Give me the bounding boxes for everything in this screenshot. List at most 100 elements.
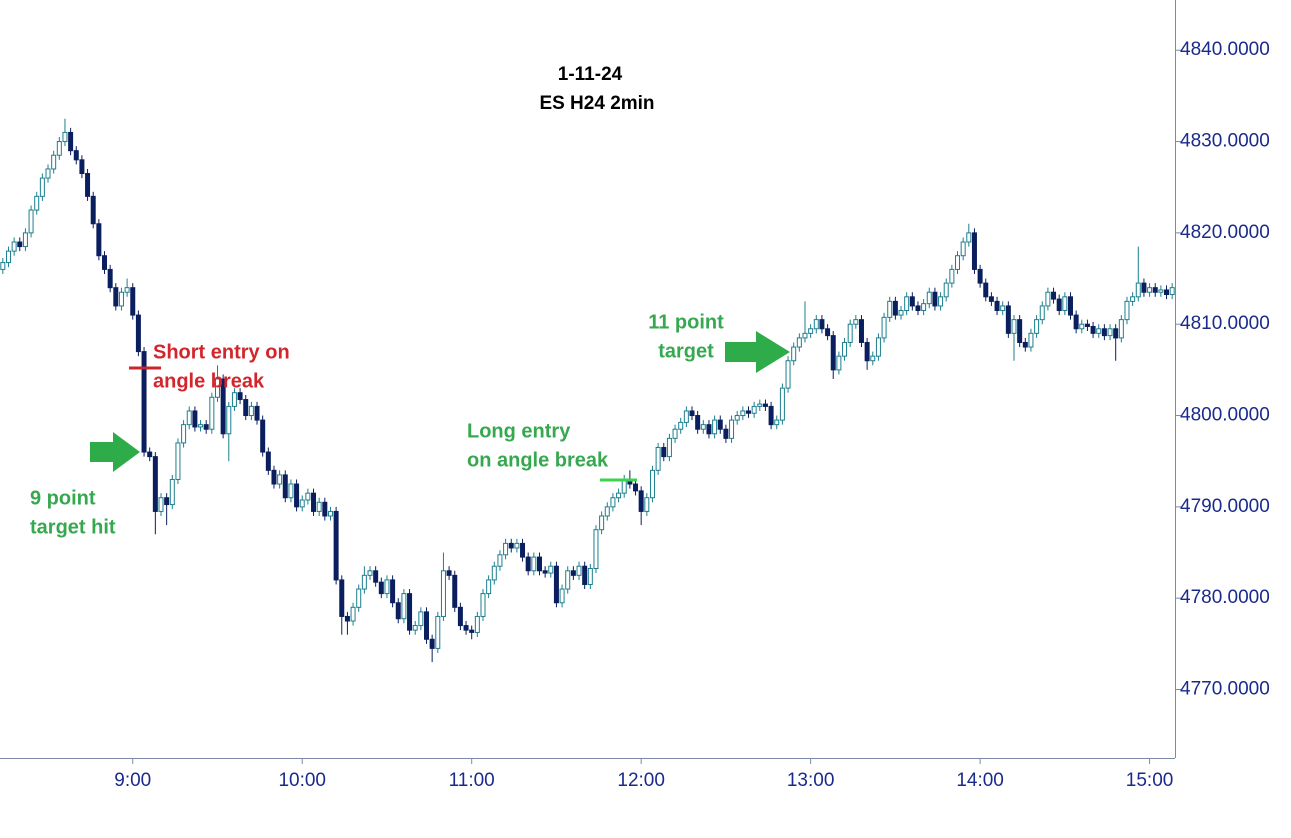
candle-body xyxy=(282,474,288,499)
candle-body xyxy=(553,565,559,604)
candle-body xyxy=(621,478,627,494)
candle-body xyxy=(260,419,266,453)
candle-body xyxy=(1073,314,1079,330)
candle-body xyxy=(842,341,848,357)
candle-body xyxy=(604,506,610,517)
title: 1-11-24 xyxy=(558,64,623,85)
candle-body xyxy=(977,268,983,284)
candle-body xyxy=(480,593,486,617)
annotation: Short entry on xyxy=(153,341,290,363)
candle-body xyxy=(762,403,768,407)
candle-body xyxy=(875,337,881,357)
candle-body xyxy=(1011,319,1017,334)
candle-body xyxy=(135,314,141,353)
annotation: angle break xyxy=(153,370,265,392)
candle-body xyxy=(1084,323,1090,327)
candle-body xyxy=(559,588,565,604)
candle-body xyxy=(34,195,40,211)
candle-body xyxy=(339,579,345,617)
candle-body xyxy=(203,424,209,430)
candle-body xyxy=(316,501,322,512)
candle-body xyxy=(898,310,904,316)
candle-body xyxy=(130,287,136,316)
candle-body xyxy=(457,606,463,627)
y-tick-label: 4830.0000 xyxy=(1180,131,1270,152)
candle-body xyxy=(706,424,712,435)
annotation: 11 point xyxy=(648,311,724,333)
candle-body xyxy=(587,568,593,585)
candle-body xyxy=(62,131,68,143)
candle-body xyxy=(305,492,311,501)
candle-body xyxy=(28,209,34,234)
candle-body xyxy=(751,405,757,414)
candle-body xyxy=(175,442,181,480)
candle-body xyxy=(830,335,836,371)
candle-body xyxy=(424,611,430,640)
candle-body xyxy=(68,131,74,152)
candle-body xyxy=(988,296,994,302)
candle-body xyxy=(689,410,695,417)
candle-body xyxy=(740,410,746,417)
candle-body xyxy=(1034,319,1040,334)
candle-body xyxy=(474,615,480,633)
candle-body xyxy=(390,579,396,604)
candle-body xyxy=(158,497,164,512)
candle-body xyxy=(723,428,729,439)
candle-body xyxy=(237,392,243,401)
candle-body xyxy=(1000,305,1006,312)
candle-body xyxy=(960,241,966,257)
candle-body xyxy=(774,419,780,426)
candle-body xyxy=(712,419,718,435)
candle-body xyxy=(825,328,831,337)
candle-body xyxy=(1164,289,1170,296)
candle-body xyxy=(395,602,401,620)
candle-body xyxy=(186,410,192,426)
candle-body xyxy=(644,497,650,512)
candle-body xyxy=(469,629,475,633)
candle-body xyxy=(1079,323,1085,330)
candle-body xyxy=(288,483,294,499)
candle-body xyxy=(661,446,667,458)
candle-body xyxy=(209,396,215,430)
candle-body xyxy=(446,570,452,576)
candle-body xyxy=(1039,305,1045,321)
candle-body xyxy=(356,588,362,608)
y-tick-label: 4780.0000 xyxy=(1180,587,1270,608)
candle-body xyxy=(17,241,23,248)
candle-body xyxy=(463,625,469,631)
candle-body xyxy=(265,451,271,471)
x-tick-label: 14:00 xyxy=(956,770,1004,791)
candle-body xyxy=(102,255,108,270)
candle-body xyxy=(864,341,870,362)
candle-body xyxy=(73,150,79,161)
candle-body xyxy=(367,570,373,576)
candle-body xyxy=(1101,328,1107,337)
candle-body xyxy=(757,403,763,407)
candle-body xyxy=(169,478,175,506)
candle-body xyxy=(796,337,802,348)
candle-body xyxy=(497,554,503,567)
y-tick-label: 4800.0000 xyxy=(1180,405,1270,426)
candle-body xyxy=(683,410,689,423)
candle-body xyxy=(610,497,616,508)
candle-body xyxy=(412,625,418,631)
candle-body xyxy=(181,424,187,444)
x-tick-label: 11:00 xyxy=(449,770,495,791)
candle-body xyxy=(1090,325,1096,334)
candle-body xyxy=(254,405,260,421)
candle-body xyxy=(503,542,509,556)
candle-body xyxy=(870,355,876,362)
candle-body xyxy=(966,232,972,243)
candle-body xyxy=(808,328,814,334)
candle-body xyxy=(361,574,367,590)
candle-body xyxy=(813,319,819,330)
candle-body xyxy=(791,346,797,362)
arrow xyxy=(725,331,790,373)
candle-body xyxy=(1028,332,1034,348)
candle-body xyxy=(520,542,526,558)
candle-body xyxy=(633,483,639,492)
candle-body xyxy=(22,232,28,248)
candle-body xyxy=(271,469,277,485)
candle-body xyxy=(1096,328,1102,334)
candle-body xyxy=(926,291,932,305)
